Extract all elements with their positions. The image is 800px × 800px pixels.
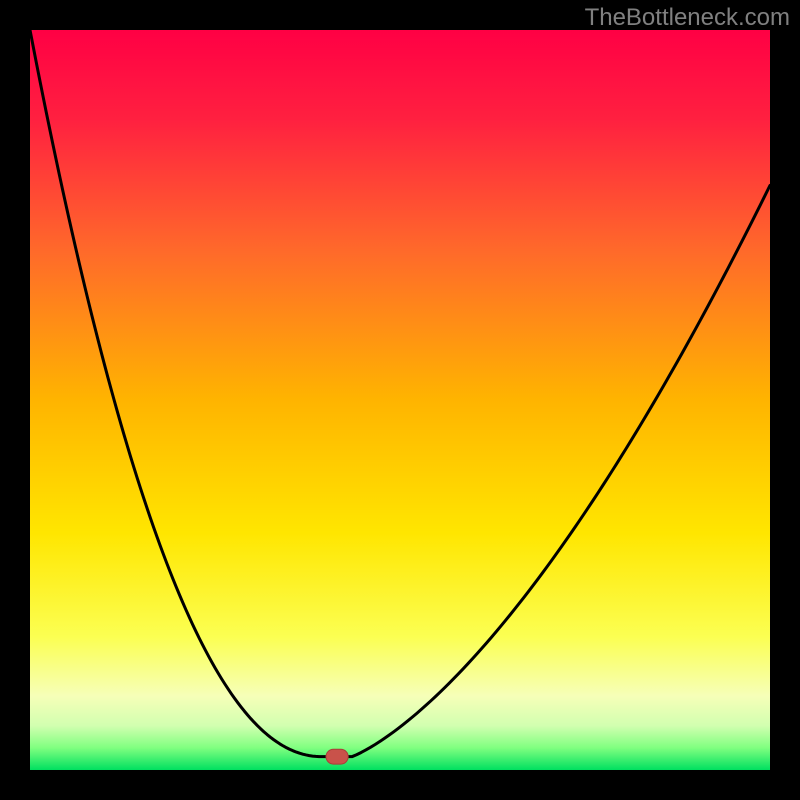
plot-background	[30, 30, 770, 770]
plot-area	[30, 30, 770, 770]
watermark-text: TheBottleneck.com	[585, 4, 790, 32]
optimum-marker	[326, 749, 348, 764]
chart-frame: TheBottleneck.com	[0, 0, 800, 800]
plot-svg	[30, 30, 770, 770]
